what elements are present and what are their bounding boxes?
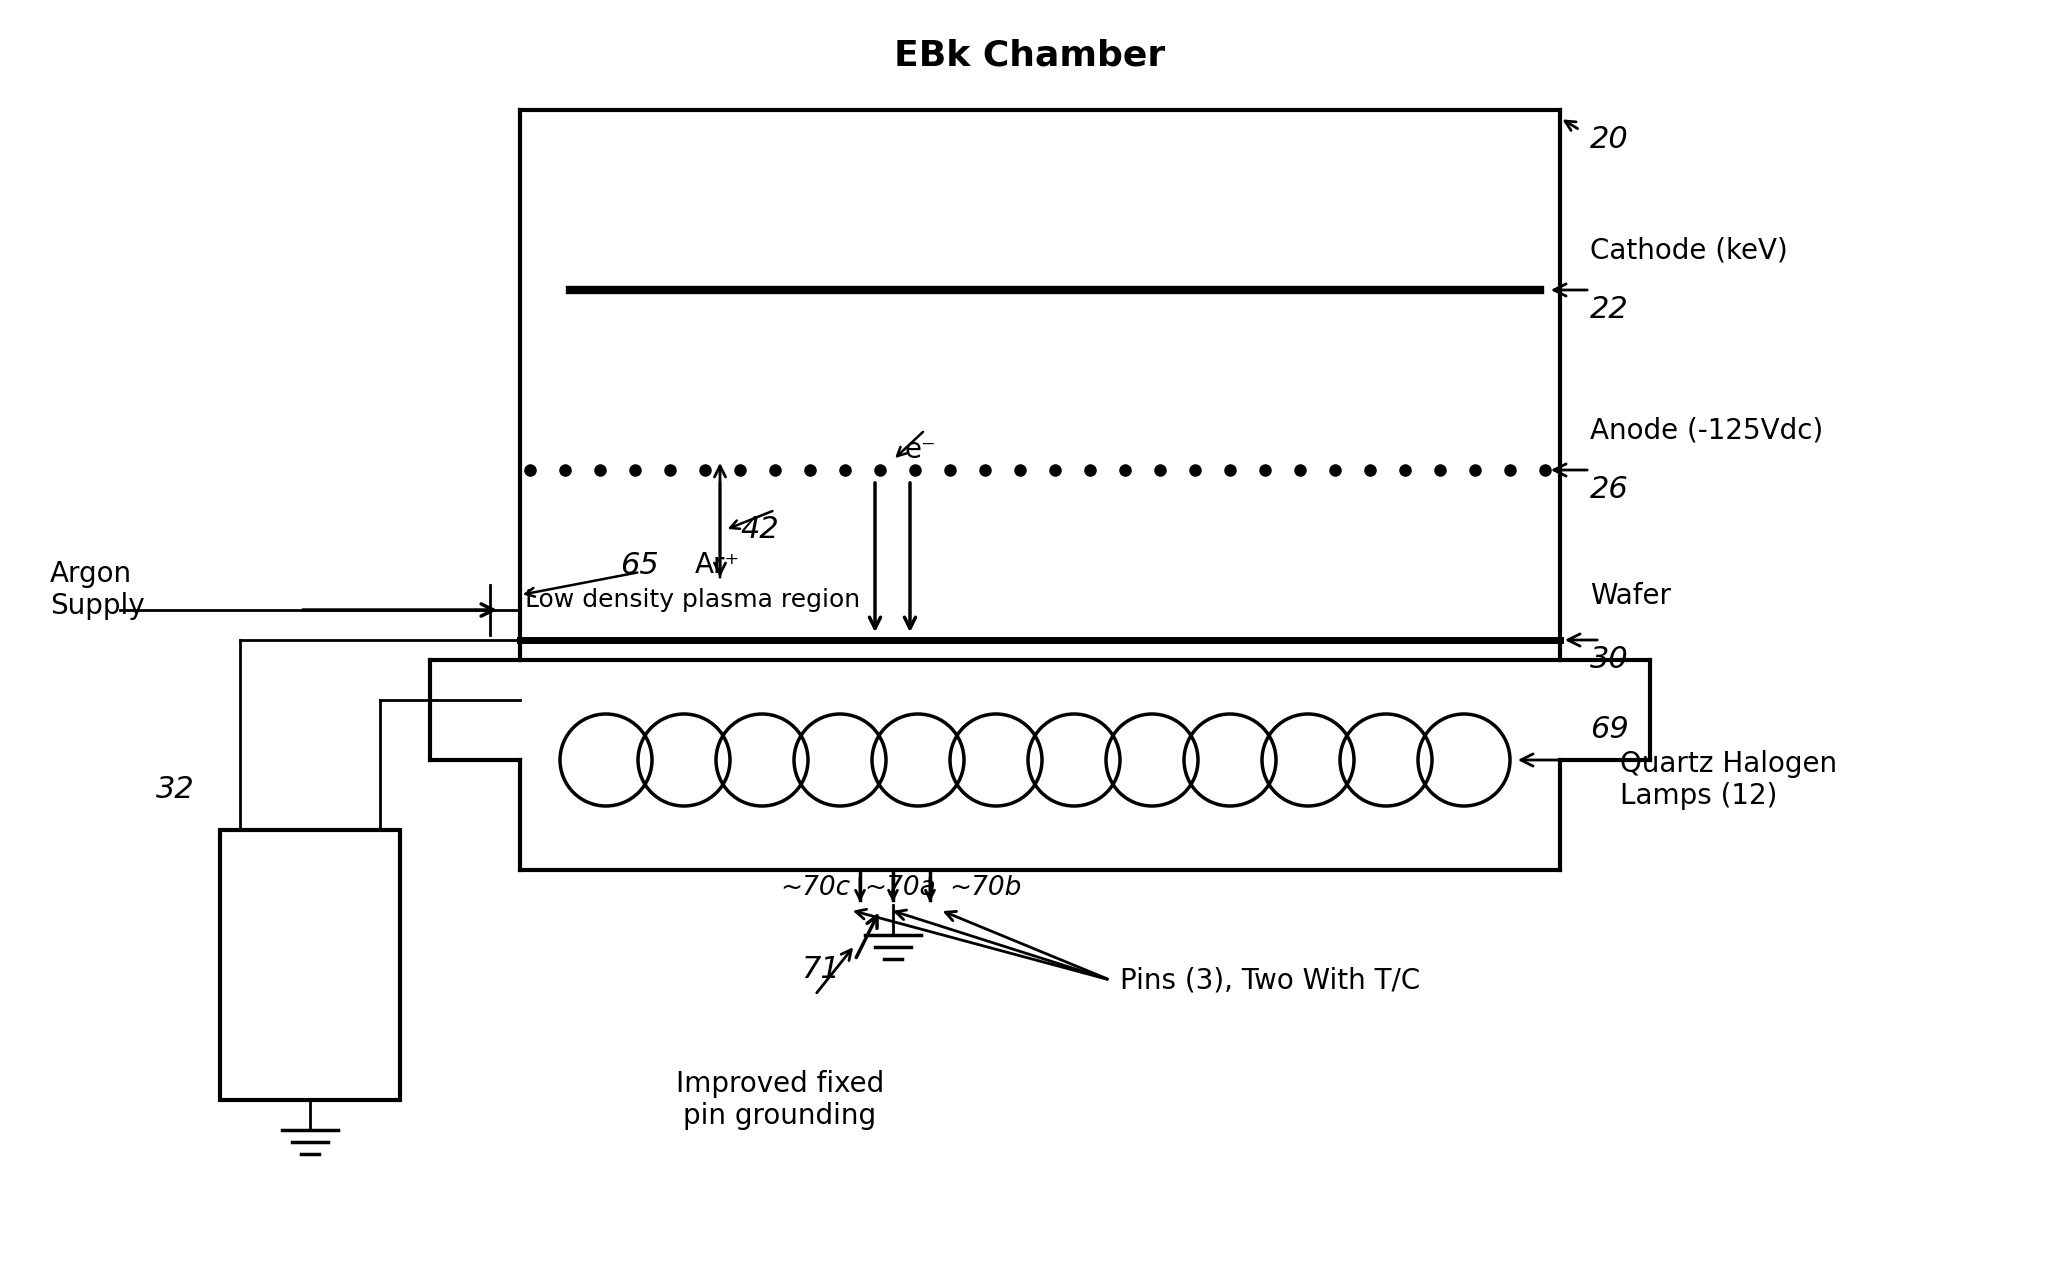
Text: Wafer: Wafer (1590, 581, 1671, 611)
Text: 30: 30 (1590, 645, 1629, 674)
Text: 42: 42 (740, 516, 779, 545)
Text: 32: 32 (157, 776, 196, 804)
Bar (220, 830, 400, 1100)
Text: ~70b: ~70b (950, 875, 1022, 901)
Text: ~70a: ~70a (863, 875, 935, 901)
Text: 20: 20 (1590, 125, 1629, 154)
Text: Cathode (keV): Cathode (keV) (1590, 238, 1788, 265)
Text: 22: 22 (1590, 295, 1629, 324)
Text: Argon
Supply: Argon Supply (49, 560, 144, 621)
Text: Ar⁺: Ar⁺ (694, 551, 740, 579)
Text: 69: 69 (1590, 715, 1629, 744)
Text: 26: 26 (1590, 475, 1629, 504)
Text: Low density plasma region: Low density plasma region (525, 588, 861, 612)
Text: EBk Chamber: EBk Chamber (894, 38, 1166, 72)
Text: Pins (3), Two With T/C: Pins (3), Two With T/C (1121, 966, 1419, 994)
Text: Improved fixed
pin grounding: Improved fixed pin grounding (676, 1071, 884, 1130)
Text: 65: 65 (620, 551, 659, 579)
Text: e⁻: e⁻ (904, 436, 937, 464)
Text: Quartz Halogen
Lamps (12): Quartz Halogen Lamps (12) (1619, 750, 1838, 810)
Text: Anode (-125Vdc): Anode (-125Vdc) (1590, 417, 1823, 445)
Text: 71: 71 (801, 956, 840, 985)
Text: ~70c: ~70c (781, 875, 851, 901)
